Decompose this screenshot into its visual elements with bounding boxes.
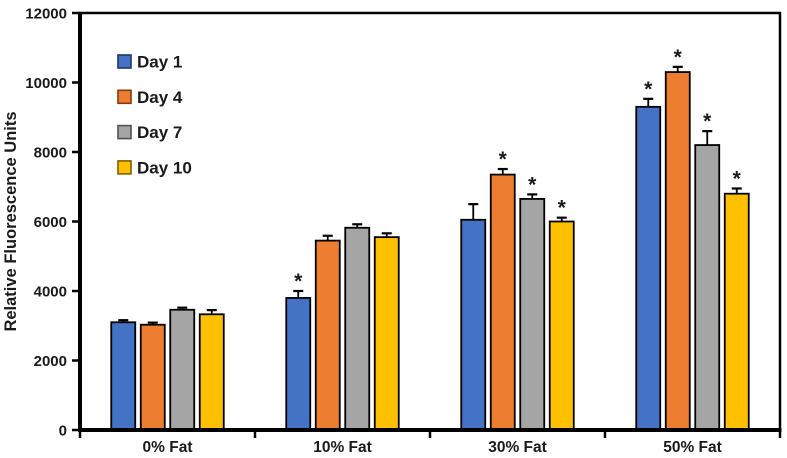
y-tick-label: 4000 <box>34 284 67 301</box>
bar-day-7-0-fat <box>169 308 196 431</box>
bar-day-10-10-fat <box>373 236 400 431</box>
x-category-label: 10% Fat <box>313 439 372 456</box>
legend-swatch-day-4 <box>117 89 132 105</box>
significance-marker-day-4-50-fat: * <box>674 46 683 69</box>
x-category-label: 50% Fat <box>663 439 722 456</box>
x-category-label: 30% Fat <box>488 439 547 456</box>
bar-day-7-10-fat <box>344 226 371 431</box>
legend-item-day-7: Day 7 <box>117 123 182 142</box>
legend-swatch-day-7 <box>117 124 132 140</box>
significance-marker-day-1-10-fat: * <box>294 270 303 293</box>
bar-day-1-10-fat <box>285 297 312 431</box>
significance-marker-day-10-30-fat: * <box>558 197 567 220</box>
x-category-label: 0% Fat <box>143 439 193 456</box>
legend: Day 1 Day 4 Day 7 Day 10 <box>117 53 192 177</box>
bar-day-4-10-fat <box>314 239 341 431</box>
y-tick-label: 6000 <box>34 214 67 231</box>
significance-marker-day-7-50-fat: * <box>703 110 712 133</box>
significance-marker-day-7-30-fat: * <box>528 173 537 196</box>
y-tick-label: 8000 <box>34 145 67 162</box>
legend-item-day-10: Day 10 <box>117 158 192 177</box>
bar-day-10-0-fat <box>198 313 225 431</box>
y-tick-label: 0 <box>59 423 67 440</box>
legend-swatch-day-1 <box>117 54 132 69</box>
y-axis-title: Relative Fluorescence Units <box>2 111 20 331</box>
bar-day-7-50-fat <box>694 144 721 431</box>
legend-label-day-1: Day 1 <box>137 53 182 72</box>
legend-label-day-10: Day 10 <box>137 158 192 177</box>
bar-day-4-30-fat <box>489 173 516 431</box>
bar-day-4-0-fat <box>139 323 166 431</box>
y-tick-label: 2000 <box>34 353 67 370</box>
bar-day-10-50-fat <box>723 192 750 431</box>
legend-swatch-day-10 <box>117 160 132 175</box>
legend-item-day-4: Day 4 <box>117 88 183 107</box>
bar-day-1-0-fat <box>110 321 137 431</box>
significance-marker-day-10-50-fat: * <box>733 167 742 190</box>
significance-marker-day-4-30-fat: * <box>499 148 508 171</box>
bar-day-10-30-fat <box>548 220 575 431</box>
significance-marker-day-1-50-fat: * <box>644 78 653 101</box>
legend-label-day-7: Day 7 <box>137 123 182 142</box>
bar-day-1-50-fat <box>635 105 662 431</box>
legend-label-day-4: Day 4 <box>137 88 183 107</box>
legend-item-day-1: Day 1 <box>117 53 182 72</box>
bar-day-4-50-fat <box>664 71 691 431</box>
bar-day-1-30-fat <box>460 218 487 431</box>
y-tick-label: 12000 <box>25 6 67 23</box>
bar-day-7-30-fat <box>519 198 546 431</box>
y-tick-label: 10000 <box>25 75 67 92</box>
